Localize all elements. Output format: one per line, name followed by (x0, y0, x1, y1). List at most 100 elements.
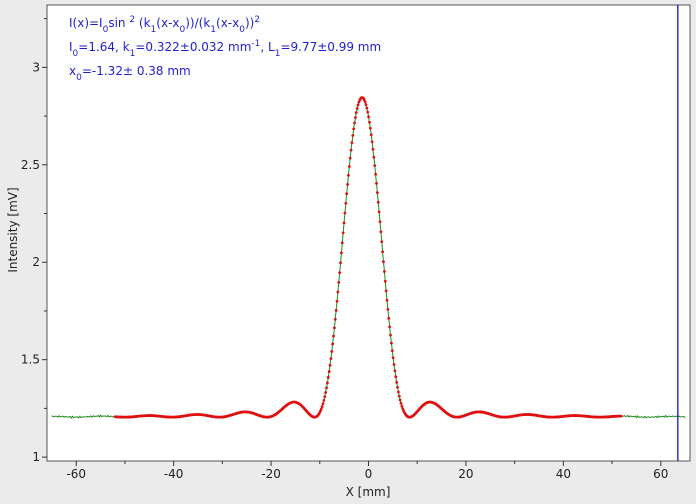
fit-offset-label: x0=-1.32± 0.38 mm (69, 64, 191, 83)
fit-point (393, 369, 397, 373)
fit-point (324, 391, 328, 394)
fit-point (386, 308, 390, 311)
y-tick-label: 1.5 (21, 353, 40, 367)
fit-point (388, 325, 392, 329)
fit-parameters-label: I0=1.64, k1=0.322±0.032 mm-1, L1=9.77±0.… (69, 39, 381, 59)
fit-point (353, 121, 356, 125)
fit-point (382, 260, 385, 264)
fit-point (619, 414, 623, 418)
fit-point (387, 316, 391, 320)
fit-point (371, 147, 375, 151)
fit-point (349, 148, 353, 152)
fit-point (352, 127, 356, 131)
fit-point (320, 405, 324, 408)
fit-point (334, 309, 338, 312)
fit-point (380, 240, 384, 244)
fit-point (325, 381, 329, 385)
fit-point (337, 280, 341, 284)
y-tick-label: 3 (32, 60, 40, 74)
fit-point (325, 386, 328, 390)
fit-point (366, 110, 370, 114)
fit-point (383, 279, 387, 283)
fit-point (391, 356, 395, 360)
fit-point (329, 357, 333, 360)
fit-point (332, 334, 335, 338)
fit-point (369, 133, 373, 137)
x-axis-title: X [mm] (346, 485, 391, 499)
x-tick-label: 0 (365, 467, 373, 481)
fit-point (346, 182, 349, 186)
x-tick-label: -20 (261, 467, 281, 481)
fit-point (355, 107, 359, 110)
fit-point (347, 173, 350, 177)
fit-point (342, 221, 346, 225)
fit-point (397, 390, 400, 394)
plot-background (46, 4, 691, 462)
fit-point (345, 192, 349, 196)
fit-point (318, 409, 322, 413)
fit-point (362, 98, 366, 102)
y-tick-label: 2.5 (21, 158, 40, 172)
fit-point (348, 156, 352, 160)
fit-point (381, 250, 385, 254)
fit-point (333, 317, 337, 321)
fit-point (335, 299, 339, 303)
x-tick-label: 20 (458, 467, 473, 481)
fit-point (363, 100, 367, 104)
fit-point (336, 290, 340, 294)
x-tick-label: 40 (556, 467, 571, 481)
fit-point (378, 220, 382, 224)
fit-point (328, 363, 332, 367)
fit-point (347, 165, 351, 168)
fit-point (395, 380, 399, 384)
fit-point (367, 115, 370, 119)
fit-point (354, 116, 357, 119)
fit-point (389, 341, 393, 345)
fit-point (365, 106, 369, 110)
fit-point (368, 120, 371, 124)
fit-point (370, 140, 374, 144)
x-tick-label: -60 (66, 467, 86, 481)
fit-point (343, 211, 347, 215)
fit-point (396, 385, 399, 389)
fit-point (331, 342, 335, 346)
y-axis-title: Intensity [mV] (6, 187, 20, 272)
fit-point (350, 141, 354, 144)
fit-point (376, 200, 380, 204)
fit-points (113, 96, 623, 419)
fit-point (374, 172, 378, 176)
fit-point (333, 326, 336, 330)
fit-point (373, 164, 377, 167)
fit-point (340, 241, 344, 245)
fit-point (319, 407, 323, 411)
fit-point (375, 181, 378, 185)
fit-point (379, 230, 383, 234)
fit-point (389, 333, 392, 337)
fit-point (392, 363, 396, 366)
fit-point (397, 394, 401, 398)
fit-point (394, 375, 398, 379)
fit-point (357, 100, 361, 104)
x-tick-label: -40 (164, 467, 184, 481)
fit-point (384, 289, 388, 293)
fit-point (368, 126, 372, 130)
plot-content (51, 96, 686, 419)
fit-point (356, 103, 360, 107)
fit-point (323, 395, 327, 399)
fit-formula-label: I(x)=I0sin 2 (k1(x-x0))/(k1(x-x0))2 (69, 15, 260, 35)
fit-point (327, 370, 331, 373)
fit-point (344, 201, 348, 205)
fit-point (385, 298, 389, 302)
fit-point (354, 111, 358, 115)
fit-point (364, 103, 368, 106)
fit-point (338, 271, 342, 275)
fit-point (398, 398, 402, 402)
fit-point (326, 376, 330, 379)
fit-point (339, 261, 342, 265)
fit-point (322, 398, 326, 402)
fit-point (382, 270, 386, 273)
axis-ticks: -60 -40 -20 0 20 40 60 1 1.5 2 2.5 3 (21, 18, 668, 481)
fit-point (401, 407, 405, 411)
x-tick-label: 60 (653, 467, 668, 481)
